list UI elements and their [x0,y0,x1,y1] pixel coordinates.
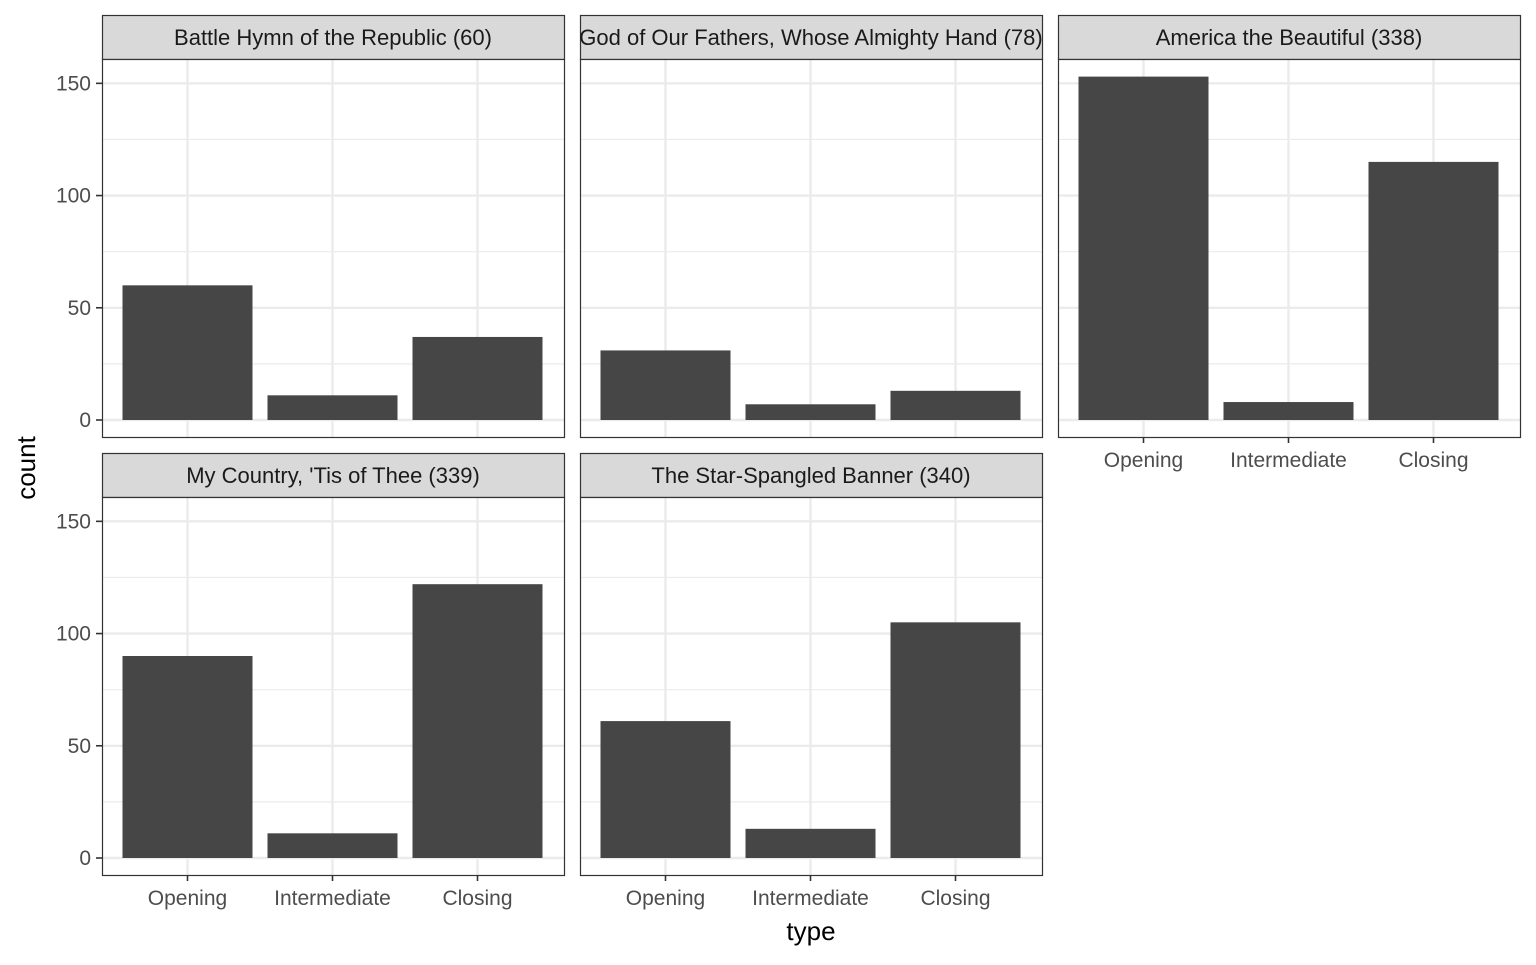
bar-closing [890,390,1021,420]
y-tick-label: 150 [56,510,91,533]
facet-strip [101,14,566,61]
bar-opening [600,721,731,858]
facet-panel: America the Beautiful (338) Opening Interm… [1057,14,1522,472]
facet-strip [101,452,566,499]
x-tick-label: Closing [920,887,990,910]
bar-closing [412,336,543,420]
y-tick-label: 0 [79,847,91,870]
x-tick-label: Opening [626,887,705,910]
x-tick-label: Closing [442,887,512,910]
x-tick-label: Intermediate [274,887,391,910]
facet-panel: The Star-Spangled Banner (340) Opening Int… [579,452,1044,910]
facet-strip [579,452,1044,499]
y-axis-title: count [11,435,41,499]
y-tick-label: 0 [79,409,91,432]
bar-closing [412,584,543,858]
facet-title: America the Beautiful (338) [1156,25,1423,50]
bar-intermediate [745,404,876,420]
facet-title: My Country, 'Tis of Thee (339) [186,463,480,488]
x-tick-label: Intermediate [1230,449,1347,472]
y-tick-label: 50 [68,297,91,320]
facet-strip [1057,14,1522,61]
y-tick-label: 100 [56,185,91,208]
bar-closing [1368,161,1499,421]
panel-border [579,58,1044,439]
facet-panel: God of Our Fathers, Whose Almighty Hand … [579,14,1044,439]
facet-title: God of Our Fathers, Whose Almighty Hand … [579,25,1042,50]
bar-intermediate [1223,402,1354,420]
facet-panel: Battle Hymn of the Republic (60) 0 50 100 15… [56,14,566,439]
y-tick-label: 150 [56,72,91,95]
x-tick-label: Opening [148,887,227,910]
y-tick-label: 100 [56,623,91,646]
panels-layer: Battle Hymn of the Republic (60) 0 50 100 15… [56,14,1522,910]
bar-opening [122,285,253,420]
bar-intermediate [267,833,398,858]
x-axis-title: type [786,916,835,946]
bar-closing [890,622,1021,858]
panel-border [579,496,1044,877]
facet-title: Battle Hymn of the Republic (60) [174,25,492,50]
bar-opening [600,350,731,420]
bar-opening [122,656,253,858]
x-tick-label: Opening [1104,449,1183,472]
x-tick-label: Intermediate [752,887,869,910]
bar-intermediate [267,395,398,420]
bar-opening [1078,76,1209,420]
y-tick-label: 50 [68,735,91,758]
panel-border [101,496,566,877]
panel-border [1057,58,1522,439]
x-tick-label: Closing [1398,449,1468,472]
facet-strip [579,14,1044,61]
facet-title: The Star-Spangled Banner (340) [651,463,970,488]
bar-intermediate [745,828,876,858]
panel-border [101,58,566,439]
facet-panel: My Country, 'Tis of Thee (339) 0 50 100 150 O… [56,452,566,910]
